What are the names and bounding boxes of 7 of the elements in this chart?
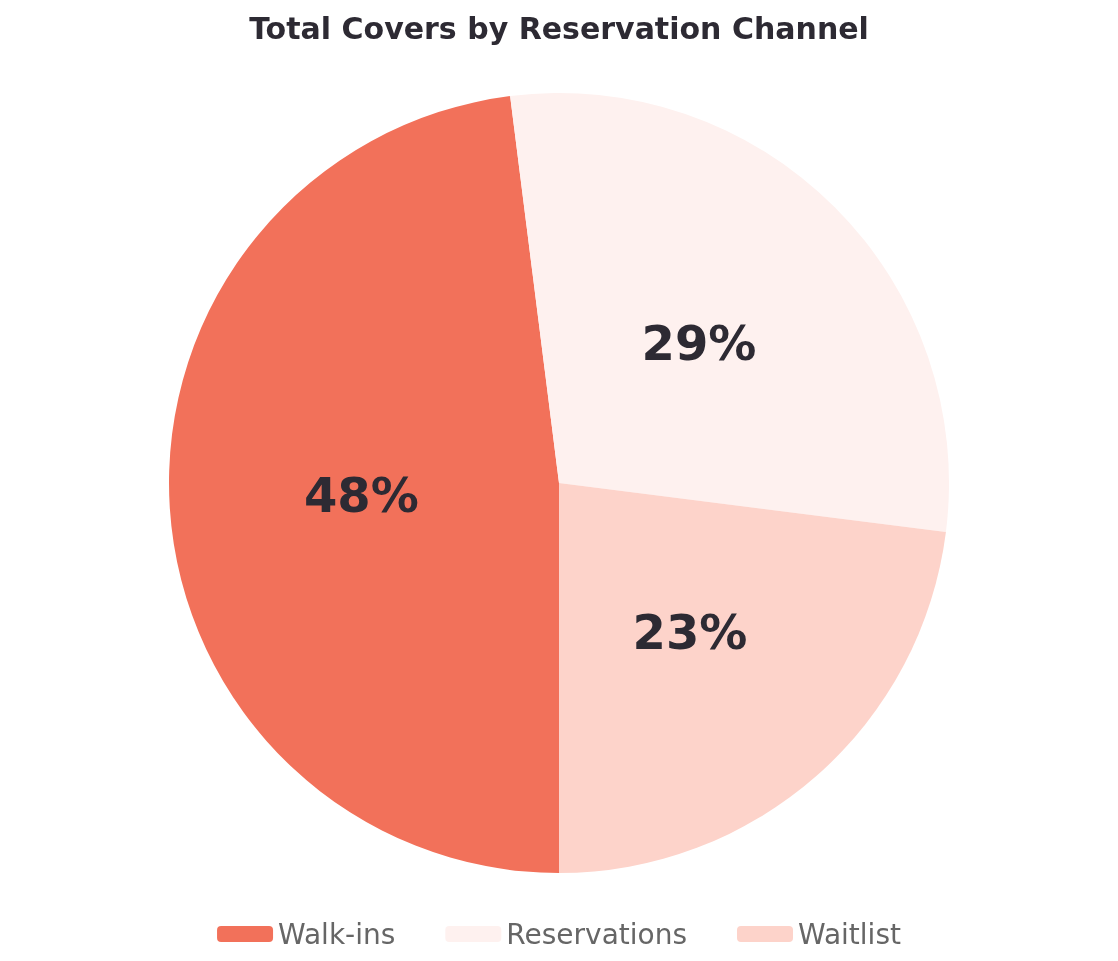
legend-label: Reservations [506,917,688,951]
data-label: 48% [303,467,419,524]
legend-label: Waitlist [798,917,901,951]
chart-title: Total Covers by Reservation Channel [249,10,869,46]
legend-label: Walk-ins [278,917,396,951]
data-label: 29% [641,314,757,371]
data-label: 23% [632,603,748,660]
